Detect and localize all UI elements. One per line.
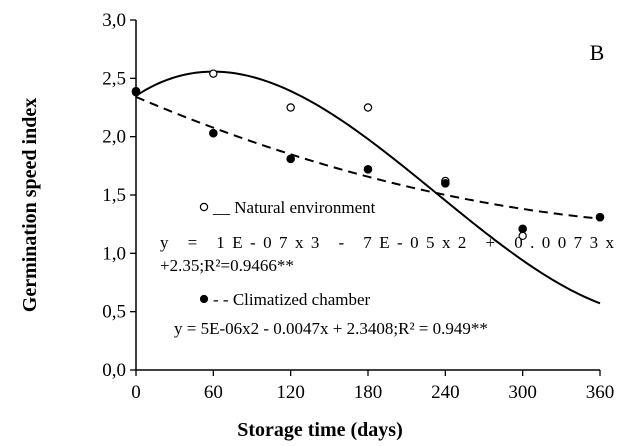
panel-label: B: [590, 40, 605, 65]
x-tick-label: 360: [586, 382, 615, 403]
legend-natural-environment: __ Natural environment: [212, 198, 376, 217]
climatized-chamber-point: [441, 179, 450, 188]
y-axis-title: Germination speed index: [19, 98, 41, 312]
x-axis-ticks: 0 60 120 180 240 300 360: [131, 370, 614, 403]
climatized-chamber-point: [131, 86, 141, 96]
legend-filled-circle-marker: [199, 294, 209, 304]
x-tick-label: 180: [354, 382, 383, 403]
climatized-chamber-fit-line: [135, 95, 601, 220]
x-tick-label: 240: [431, 382, 460, 403]
climatized-chamber-point: [518, 224, 527, 234]
x-axis-title: Storage time (days): [237, 419, 403, 441]
natural-environment-point: [209, 69, 218, 78]
equation-climatized: y = 5E-06x2 - 0.0047x + 2.3408;R² = 0.94…: [174, 319, 488, 338]
climatized-chamber-point: [286, 154, 295, 164]
equation-natural-line1: y = 1E-07x3 - 7E-05x2 + 0.0073x: [160, 233, 615, 252]
equation-natural-line2: +2.35;R²=0.9466**: [160, 256, 294, 275]
x-tick-label: 0: [131, 382, 141, 403]
y-tick-label: 1,0: [102, 243, 126, 264]
climatized-chamber-point: [595, 212, 605, 222]
y-tick-label: 0,0: [102, 360, 126, 381]
y-axis-ticks: 0,0 0,5 1,0 1,5 2,0 2,5 3,0: [102, 10, 136, 381]
data-points: [131, 69, 605, 241]
x-tick-label: 300: [508, 382, 537, 403]
legend-open-circle-marker: [199, 202, 209, 212]
natural-environment-point: [363, 103, 373, 112]
x-tick-label: 60: [204, 382, 223, 403]
y-tick-label: 3,0: [102, 10, 126, 31]
y-tick-label: 2,0: [102, 127, 126, 148]
y-tick-label: 1,5: [102, 185, 126, 206]
natural-environment-point: [286, 103, 295, 112]
y-tick-label: 2,5: [102, 68, 126, 89]
x-tick-label: 120: [276, 382, 305, 403]
climatized-chamber-point: [209, 128, 218, 138]
climatized-chamber-point: [363, 165, 373, 174]
y-tick-label: 0,5: [102, 302, 126, 323]
legend-climatized-chamber: - - Climatized chamber: [213, 290, 371, 309]
